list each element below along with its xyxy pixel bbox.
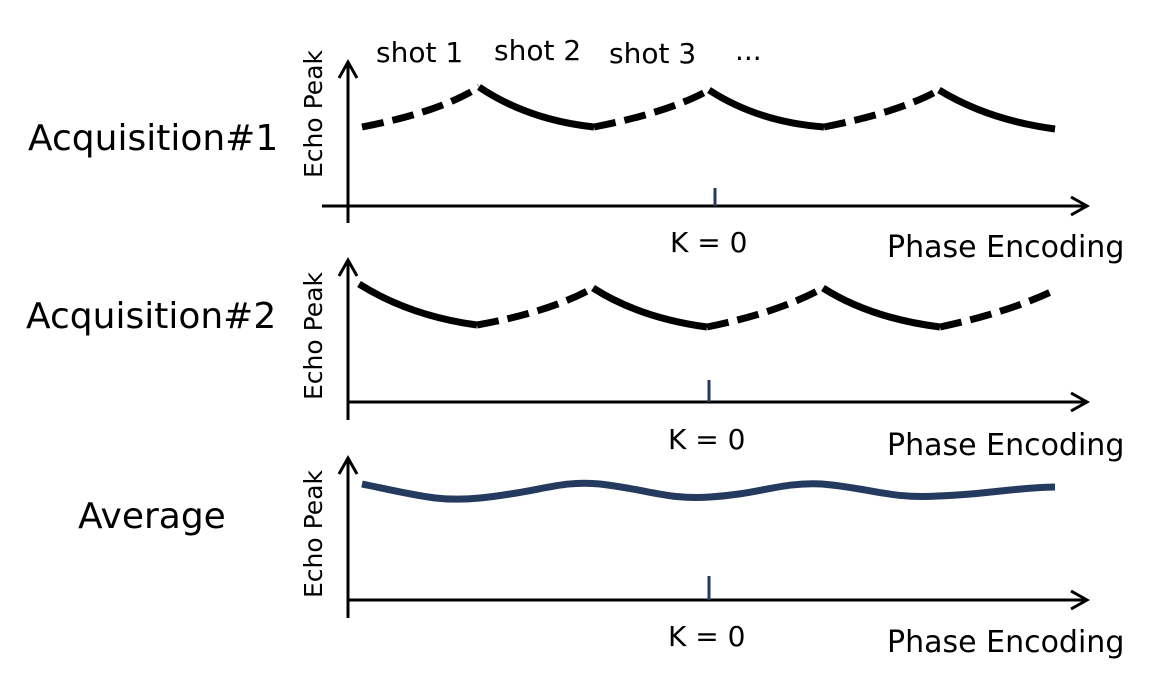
k0-label: K = 0 (668, 620, 745, 653)
x-axis-arrowhead (1070, 589, 1091, 611)
y-axis-arrowhead (337, 58, 359, 79)
row-average: Average Echo Peak K = 0 Phase Encoding (78, 454, 1124, 660)
y-axis-label: Echo Peak (299, 271, 328, 400)
curve-segment-1 (361, 84, 481, 131)
y-axis-arrowhead (337, 454, 359, 475)
row-label: Acquisition#2 (26, 296, 276, 337)
x-axis-arrowhead (1070, 195, 1091, 217)
curve-segment-5 (823, 86, 941, 131)
shot-labels: shot 1 shot 2 shot 3 ... (376, 34, 762, 70)
row-acquisition-2: Acquisition#2 Echo Peak K = 0 Phase Enco… (26, 256, 1124, 463)
y-axis-arrowhead (337, 256, 359, 277)
row-label: Acquisition#1 (28, 118, 278, 159)
axes (337, 256, 1091, 420)
row-acquisition-1: Acquisition#1 Echo Peak K = 0 Phase Enco… (28, 49, 1124, 265)
y-axis-label: Echo Peak (299, 49, 328, 178)
curve-segment-6 (939, 285, 1059, 331)
average-curve (361, 479, 1056, 503)
echo-curve (357, 281, 1059, 331)
x-axis-arrowhead (1070, 391, 1091, 413)
axes (337, 454, 1091, 618)
curve-segment-2 (477, 84, 595, 131)
curve-segment-4 (706, 284, 825, 331)
curve-segment-3 (593, 86, 711, 131)
k0-label: K = 0 (668, 423, 745, 456)
curve-segment-2 (476, 284, 595, 329)
shot-label-1: shot 1 (376, 36, 463, 69)
x-axis-label: Phase Encoding (887, 428, 1124, 463)
echo-curve (361, 84, 1056, 133)
curve-segment-4 (707, 87, 825, 131)
shot-label-2: shot 2 (494, 34, 581, 67)
curve-segment-3 (591, 285, 708, 331)
curve-segment-1 (357, 281, 478, 329)
x-axis-label: Phase Encoding (887, 625, 1124, 660)
shot-label-3: shot 3 (609, 37, 696, 70)
k0-label: K = 0 (670, 226, 747, 259)
axes (322, 58, 1091, 223)
curve-segment-6 (937, 87, 1056, 133)
shot-label-ellipsis: ... (735, 34, 762, 67)
row-label: Average (78, 496, 226, 537)
y-axis-label: Echo Peak (299, 469, 328, 598)
average-curve-line (361, 479, 1056, 503)
x-axis-label: Phase Encoding (887, 230, 1124, 265)
curve-segment-5 (821, 285, 941, 331)
